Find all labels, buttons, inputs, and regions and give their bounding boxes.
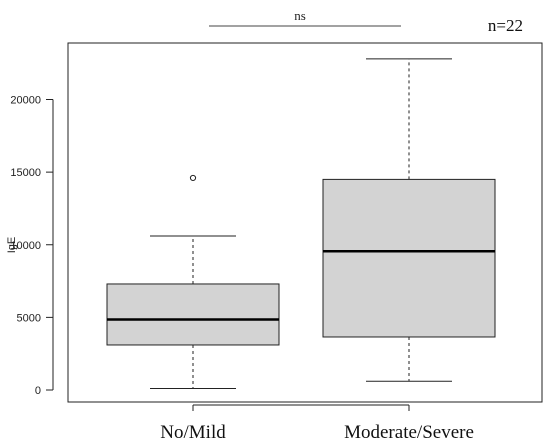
y-tick-label-3: 15000: [10, 167, 41, 179]
sample-size-label: n=22: [488, 16, 523, 35]
box-1: [322, 58, 496, 382]
y-axis: 0 5000 10000 15000 20000: [10, 95, 54, 397]
significance-label: ns: [294, 8, 306, 23]
plot-frame: [67, 42, 543, 403]
box-rect-1: [322, 178, 496, 338]
y-axis-label: IgE: [6, 237, 18, 254]
outlier-0-0: [189, 174, 197, 182]
y-tick-label-4: 20000: [10, 95, 41, 107]
boxes-group: [106, 58, 496, 390]
box-rect-0: [106, 283, 280, 346]
y-tick-label-2: 10000: [10, 240, 41, 252]
y-tick-label-1: 5000: [17, 312, 41, 324]
x-tick-label-0: No/Mild: [160, 422, 226, 443]
box-0: [106, 174, 280, 390]
x-tick-label-1: Moderate/Severe: [344, 422, 474, 443]
x-axis: No/Mild Moderate/Severe: [160, 404, 474, 443]
y-tick-label-0: 0: [35, 385, 41, 397]
